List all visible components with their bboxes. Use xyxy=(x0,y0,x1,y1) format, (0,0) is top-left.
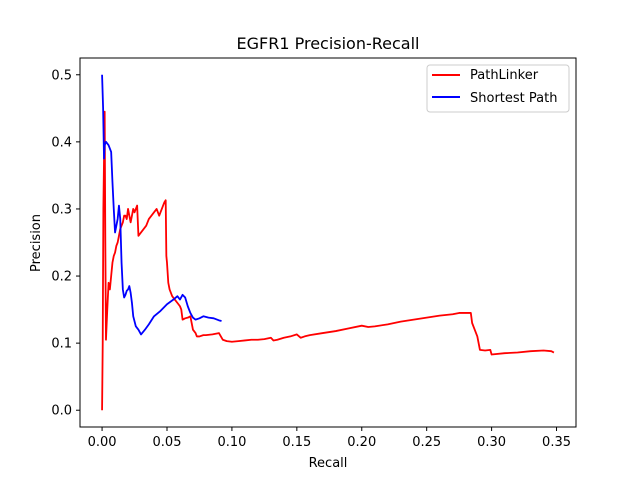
y-tick-label: 0.1 xyxy=(51,337,72,352)
y-tick-label: 0.0 xyxy=(51,404,72,419)
y-tick-label: 0.2 xyxy=(51,270,72,285)
series-line-shortest-path xyxy=(101,74,222,336)
x-axis: 0.00 0.05 0.10 0.15 0.20 0.25 0.30 0.35 xyxy=(88,427,571,450)
legend-box xyxy=(426,64,570,113)
legend-label-pathlinker: PathLinker xyxy=(470,68,539,83)
series-line-pathlinker xyxy=(101,110,555,411)
x-tick-label: 0.05 xyxy=(153,435,182,450)
x-axis-label: Recall xyxy=(309,456,348,471)
x-tick-label: 0.35 xyxy=(542,435,571,450)
y-axis-label: Precision xyxy=(29,214,44,272)
legend-label-shortest-path: Shortest Path xyxy=(470,91,557,106)
y-tick-label: 0.3 xyxy=(51,202,72,217)
x-tick-label: 0.00 xyxy=(88,435,117,450)
x-tick-label: 0.10 xyxy=(217,435,246,450)
y-axis: 0.0 0.1 0.2 0.3 0.4 0.5 xyxy=(51,68,80,419)
x-tick-label: 0.20 xyxy=(347,435,376,450)
x-tick-label: 0.15 xyxy=(282,435,311,450)
x-tick-label: 0.30 xyxy=(477,435,506,450)
y-tick-label: 0.5 xyxy=(51,68,72,83)
x-tick-label: 0.25 xyxy=(412,435,441,450)
y-tick-label: 0.4 xyxy=(51,135,72,150)
chart-title: EGFR1 Precision-Recall xyxy=(237,34,420,53)
legend: PathLinker Shortest Path xyxy=(426,64,570,113)
series-layer xyxy=(101,74,555,411)
plot-frame xyxy=(79,57,577,428)
